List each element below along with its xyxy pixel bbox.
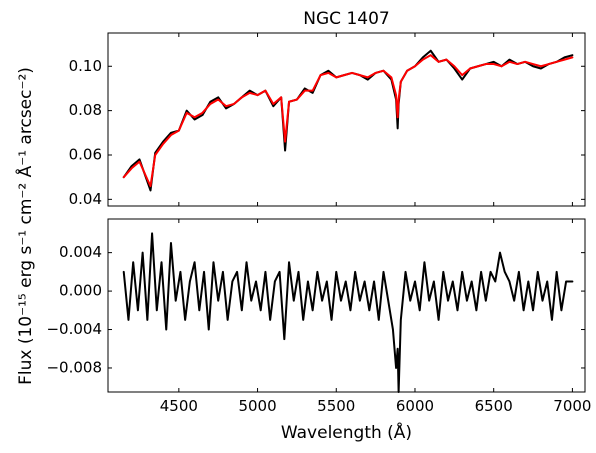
top-y-tick-label: 0.10: [69, 57, 102, 75]
top-y-tick-label: 0.06: [69, 145, 102, 163]
residual-panel: −0.008 −0.004 0.000 0.004 4500 5000 5500 6000 65…: [46, 218, 591, 443]
residual-x-tick-label: 6000: [396, 397, 434, 415]
top-y-tick-label: 0.08: [69, 101, 102, 119]
top-series-0-line: [122, 49, 574, 192]
y-axis-label: Flux (10⁻¹⁵ erg s⁻¹ cm⁻² Å⁻¹ arcsec⁻²): [14, 67, 36, 385]
residual-series-0-line: [122, 232, 574, 393]
chart-title: NGC 1407: [303, 9, 389, 29]
top-plot-frame: [107, 32, 586, 207]
residual-x-tick-label: 6500: [475, 397, 513, 415]
top-series-1-line: [122, 54, 574, 188]
residual-y-tick-label: 0.000: [59, 282, 102, 300]
residual-x-tick-label: 4500: [160, 397, 198, 415]
x-axis-label: Wavelength (Å): [281, 421, 412, 443]
residual-x-tick-label: 7000: [553, 397, 591, 415]
residual-plot-frame: [107, 218, 586, 393]
residual-x-tick-label: 5500: [317, 397, 355, 415]
residual-x-tick-label: 5000: [238, 397, 276, 415]
residual-y-tick-label: −0.004: [46, 320, 102, 338]
residual-y-tick-label: 0.004: [59, 243, 102, 261]
top-y-tick-label: 0.04: [69, 190, 102, 208]
residual-y-tick-label: −0.008: [46, 358, 102, 376]
top-panel: 0.04 0.06 0.08 0.10 NGC 1407: [69, 9, 586, 208]
